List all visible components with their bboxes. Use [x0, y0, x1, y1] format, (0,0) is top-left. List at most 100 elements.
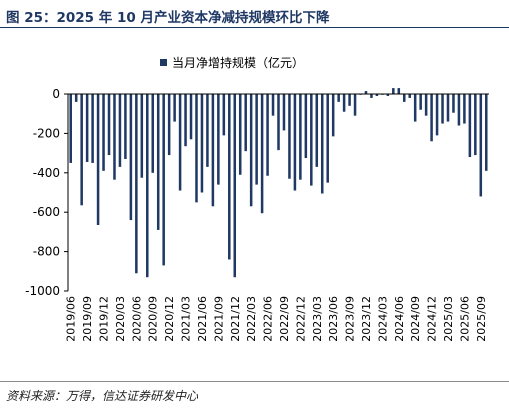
- x-tick-label: 2023/03: [311, 296, 324, 342]
- bar-2023-08: [342, 94, 346, 112]
- bar-2022-02: [244, 94, 247, 152]
- y-tick-label: -400: [33, 166, 60, 180]
- bar-2023-06: [331, 94, 335, 137]
- bar-2025-02: [441, 94, 444, 124]
- bar-2025-03: [446, 94, 450, 122]
- bar-2020-07: [140, 94, 144, 178]
- x-tick-label: 2024/09: [409, 296, 422, 342]
- x-tick-label: 2022/09: [278, 296, 291, 342]
- bar-2022-09: [282, 94, 286, 131]
- bar-2019-12: [102, 94, 105, 171]
- bar-chart: 当月净增持规模（亿元） 0 -200 -400 -600 -800 -1000 2019/…: [25, 55, 489, 342]
- bar-2024-04: [386, 94, 390, 96]
- x-tick-label: 2024/06: [393, 296, 406, 342]
- legend-swatch: [160, 59, 167, 66]
- bar-2023-02: [310, 94, 313, 186]
- bar-2025-01: [435, 94, 439, 136]
- bar-2019-10: [91, 94, 94, 163]
- title-rule: [0, 27, 509, 28]
- bar-2021-02: [178, 94, 182, 191]
- bar-2025-04: [452, 94, 455, 113]
- bar-2022-07: [271, 94, 275, 116]
- bar-2024-09: [413, 94, 417, 122]
- bar-2021-09: [217, 94, 220, 185]
- y-tick-label: -1000: [25, 284, 60, 298]
- bar-2021-07: [206, 94, 209, 167]
- bar-2022-12: [299, 94, 302, 180]
- bar-2022-10: [288, 94, 291, 179]
- bar-2025-05: [457, 94, 461, 126]
- bar-2020-05: [129, 94, 133, 221]
- bar-2024-10: [419, 94, 422, 110]
- x-tick-label: 2025/03: [442, 296, 455, 342]
- bar-2020-12: [167, 94, 171, 156]
- bar-2023-05: [326, 94, 329, 183]
- bar-2023-09: [348, 94, 351, 106]
- bar-2022-06: [266, 94, 269, 176]
- x-tick-label: 2025/06: [458, 296, 471, 342]
- bar-2021-04: [189, 94, 193, 140]
- bar-2024-06: [397, 88, 401, 94]
- bar-2021-03: [184, 94, 187, 147]
- x-tick-label: 2023/12: [360, 296, 373, 342]
- bar-2022-11: [293, 94, 297, 191]
- x-tick-label: 2021/06: [196, 296, 209, 342]
- bar-2024-05: [392, 88, 395, 94]
- x-tick-label: 2020/06: [130, 296, 143, 342]
- x-tick-label: 2020/09: [147, 296, 160, 342]
- y-axis: 0 -200 -400 -600 -800 -1000: [25, 87, 69, 298]
- source-note: 资料来源：万得，信达证券研发中心: [6, 389, 199, 403]
- figure-title: 图 25：2025 年 10 月产业资本净减持规模环比下降: [6, 10, 330, 26]
- x-tick-label: 2020/03: [114, 296, 127, 342]
- bar-2021-08: [211, 94, 215, 207]
- x-tick-label: 2019/12: [98, 296, 111, 342]
- chart-legend: 当月净增持规模（亿元）: [160, 55, 304, 70]
- bar-2024-01: [370, 94, 373, 98]
- y-tick-label: -200: [33, 126, 60, 140]
- bar-2020-10: [156, 94, 160, 230]
- bar-2022-03: [249, 94, 253, 207]
- bar-2020-09: [151, 94, 155, 173]
- bar-2025-08: [474, 94, 477, 156]
- bar-2021-11: [228, 94, 231, 260]
- x-tick-label: 2022/06: [262, 296, 275, 342]
- bar-2023-10: [353, 94, 357, 116]
- bar-2025-07: [468, 94, 472, 158]
- x-tick-label: 2020/12: [163, 296, 176, 342]
- y-tick-label: -600: [33, 205, 60, 219]
- y-tick-label: -800: [33, 245, 60, 259]
- bar-2023-04: [320, 94, 324, 194]
- x-tick-label: 2021/03: [180, 296, 193, 342]
- bar-2024-07: [403, 94, 406, 102]
- bar-2019-09: [85, 94, 89, 162]
- x-tick-label: 2023/09: [344, 296, 357, 342]
- bar-2023-12: [364, 91, 368, 94]
- x-tick-label: 2019/09: [81, 296, 94, 342]
- bar-2021-05: [195, 94, 198, 203]
- x-tick-label: 2022/03: [245, 296, 258, 342]
- bar-2022-04: [255, 94, 258, 185]
- bar-2022-05: [260, 94, 264, 214]
- bar-2023-07: [337, 94, 340, 102]
- x-tick-label: 2024/03: [376, 296, 389, 342]
- bar-2023-01: [304, 94, 308, 159]
- bar-2025-10: [485, 94, 488, 171]
- bar-2021-06: [200, 94, 204, 193]
- bar-2024-11: [424, 94, 428, 116]
- bar-2020-02: [113, 94, 116, 180]
- x-tick-label: 2019/06: [65, 296, 78, 342]
- x-tick-label: 2025/09: [475, 296, 488, 342]
- bar-2019-06: [69, 94, 72, 163]
- bar-2021-01: [173, 94, 176, 122]
- bar-2022-08: [277, 94, 280, 151]
- x-tick-label: 2024/12: [426, 296, 439, 342]
- bar-2019-07: [74, 94, 78, 102]
- y-tick-label: 0: [52, 87, 60, 101]
- bar-2024-08: [408, 94, 411, 98]
- bar-2025-09: [479, 94, 483, 197]
- bar-2019-08: [80, 94, 83, 206]
- bar-2025-06: [463, 94, 466, 124]
- x-tick-label: 2021/09: [212, 296, 225, 342]
- x-tick-label: 2022/12: [294, 296, 307, 342]
- legend-label: 当月净增持规模（亿元）: [172, 55, 304, 70]
